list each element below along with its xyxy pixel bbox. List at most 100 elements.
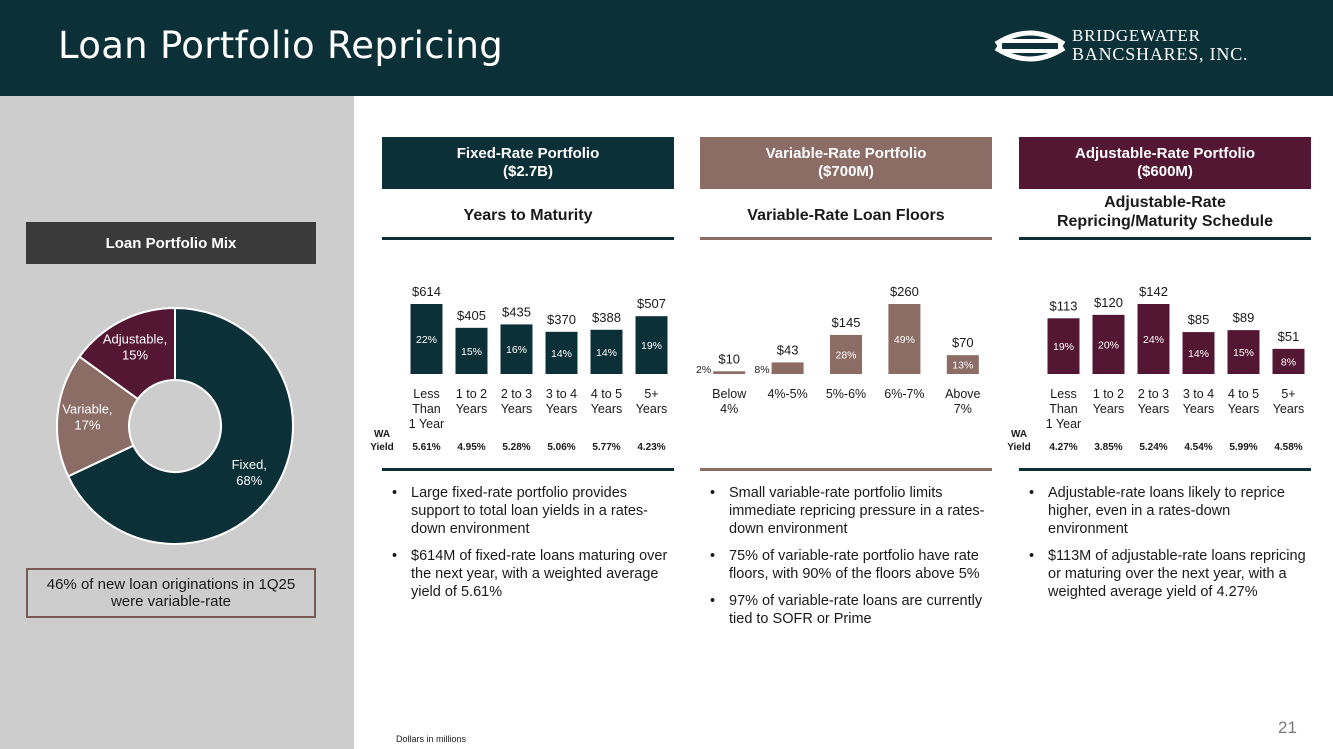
fixed-category-label-4: 4 to 5 Years — [591, 387, 623, 416]
donut-slice-0 — [66, 306, 294, 545]
fixed-bullet-1: Large fixed-rate portfolio provides supp… — [390, 484, 670, 538]
variable-bar-0 — [713, 371, 746, 374]
variable-bar-1 — [771, 362, 804, 374]
donut-label-pct-2: 15% — [122, 348, 148, 363]
logo-line-1: Bridgewater — [1072, 26, 1201, 45]
company-logo: Bridgewater Bancshares, Inc. — [994, 24, 1269, 68]
variable-category-label-3: 6%-7% — [884, 387, 924, 401]
variable-header-line-1: Variable-Rate Portfolio — [765, 145, 927, 162]
variable-value-label-2: $145 — [832, 315, 861, 330]
adjustable-header-line-2: ($600M) — [1137, 163, 1193, 180]
variable-value-label-3: $260 — [890, 284, 919, 299]
donut-label-1: Variable, 17% — [62, 402, 112, 433]
adjustable-pct-label-3: 14% — [1188, 348, 1209, 360]
fixed-bottom-rule — [382, 468, 674, 471]
donut-label-name-0: Fixed, — [232, 457, 267, 472]
adjustable-yield-5: 4.58% — [1274, 442, 1302, 453]
variable-category-label-1: 4%-5% — [767, 387, 807, 401]
adjustable-bar-0 — [1047, 318, 1080, 374]
donut-slice-1 — [56, 355, 140, 478]
loan-mix-title: Loan Portfolio Mix — [26, 222, 316, 264]
adjustable-yield-1: 3.85% — [1094, 442, 1122, 453]
fixed-bullets: Large fixed-rate portfolio provides supp… — [390, 484, 670, 610]
adjustable-yield-0: 4.27% — [1049, 442, 1077, 453]
loan-mix-donut-chart: Fixed, 68% Variable, 17% Adjustable, 15% — [56, 306, 294, 545]
fixed-subtitle: Years to Maturity — [463, 207, 593, 224]
variable-header-line-2: ($700M) — [818, 163, 874, 180]
variable-value-label-1: $43 — [777, 342, 799, 357]
adjustable-subtitle: Adjustable-Rate Repricing/Maturity Sched… — [1019, 193, 1311, 231]
variable-bullet-3: 97% of variable-rate loans are currently… — [708, 592, 988, 628]
variable-value-label-4: $70 — [952, 335, 974, 350]
fixed-pct-label-2: 16% — [506, 344, 527, 356]
variable-rate-header: Variable-Rate Portfolio ($700M) — [700, 137, 992, 189]
adjustable-category-label-3: 3 to 4 Years — [1183, 387, 1215, 416]
fixed-yield-3: 5.06% — [547, 442, 575, 453]
variable-pct-label-1: 8% — [754, 364, 769, 376]
fixed-value-label-2: $435 — [502, 304, 531, 319]
adjustable-value-label-2: $142 — [1139, 284, 1168, 299]
adjustable-yield-2: 5.24% — [1139, 442, 1167, 453]
adjustable-category-label-2: 2 to 3 Years — [1138, 387, 1170, 416]
donut-label-2: Adjustable, 15% — [103, 332, 167, 363]
fixed-value-label-4: $388 — [592, 310, 621, 325]
adjustable-category-label-5: 5+ Years — [1273, 387, 1305, 416]
variable-bar-2 — [830, 334, 862, 374]
page-title: Loan Portfolio Repricing — [58, 24, 504, 67]
fixed-value-label-0: $614 — [412, 284, 441, 299]
variable-bar-4 — [946, 355, 979, 374]
adjustable-bullets: Adjustable-rate loans likely to reprice … — [1027, 484, 1307, 610]
adjustable-pct-label-5: 8% — [1281, 356, 1296, 368]
originations-note: 46% of new loan originations in 1Q25 wer… — [26, 568, 316, 618]
donut-label-pct-1: 17% — [74, 418, 100, 433]
fixed-value-label-5: $507 — [637, 296, 666, 311]
adjustable-value-label-0: $113 — [1050, 298, 1078, 313]
adjustable-bar-1 — [1092, 314, 1125, 374]
adjustable-category-label-0: Less Than 1 Year — [1046, 387, 1081, 431]
adjustable-subtitle-line-1: Adjustable-Rate — [1104, 194, 1226, 211]
fixed-category-label-3: 3 to 4 Years — [546, 387, 578, 416]
variable-bullet-1: Small variable-rate portfolio limits imm… — [708, 484, 988, 538]
adjustable-bar-2 — [1137, 304, 1170, 374]
fixed-pct-label-3: 14% — [551, 348, 572, 360]
fixed-bar-3 — [545, 331, 578, 374]
fixed-yield-1: 4.95% — [457, 442, 485, 453]
adjustable-category-label-1: 1 to 2 Years — [1093, 387, 1125, 416]
adjustable-top-rule — [1019, 237, 1311, 240]
fixed-bar-4 — [590, 329, 623, 374]
donut-label-name-2: Adjustable, — [103, 332, 167, 347]
adjustable-bottom-rule — [1019, 468, 1311, 471]
adjustable-bar-4 — [1227, 330, 1260, 374]
fixed-category-label-2: 2 to 3 Years — [501, 387, 533, 416]
donut-label-0: Fixed, 68% — [232, 457, 267, 488]
fixed-value-label-1: $405 — [457, 308, 486, 323]
adjustable-category-label-4: 4 to 5 Years — [1228, 387, 1260, 416]
fixed-category-label-0: Less Than 1 Year — [409, 387, 444, 431]
variable-category-label-0: Below 4% — [712, 387, 747, 416]
variable-bar-3 — [888, 304, 921, 374]
adjustable-bar-5 — [1272, 348, 1305, 374]
adjustable-value-label-5: $51 — [1278, 329, 1300, 344]
fixed-yield-4: 5.77% — [592, 442, 620, 453]
logo-line-2: Bancshares, Inc. — [1072, 44, 1249, 64]
fixed-top-rule — [382, 237, 674, 240]
header-bar: Loan Portfolio Repricing Bridgewater Ban… — [0, 0, 1333, 96]
adjustable-subtitle-line-2: Repricing/Maturity Schedule — [1056, 213, 1274, 230]
variable-category-label-2: 5%-6% — [826, 387, 866, 401]
fixed-header-line-1: Fixed-Rate Portfolio — [456, 145, 600, 162]
fixed-category-label-1: 1 to 2 Years — [456, 387, 488, 416]
fixed-category-label-5: 5+ Years — [636, 387, 668, 416]
adjustable-rate-header: Adjustable-Rate Portfolio ($600M) — [1019, 137, 1311, 189]
fixed-bar-1 — [455, 327, 488, 374]
variable-pct-label-0: 2% — [696, 364, 711, 376]
adjustable-bullet-2: $113M of adjustable-rate loans repricing… — [1027, 547, 1307, 601]
variable-bullet-2: 75% of variable-rate portfolio have rate… — [708, 547, 988, 583]
logo-wordmark: Bridgewater Bancshares, Inc. — [1072, 26, 1249, 64]
fixed-bar-2 — [500, 324, 533, 374]
adjustable-bullet-1: Adjustable-rate loans likely to reprice … — [1027, 484, 1307, 538]
fixed-pct-label-4: 14% — [596, 347, 617, 359]
variable-bottom-rule — [700, 468, 992, 471]
fixed-wa-yield-label: WA Yield — [370, 429, 394, 453]
